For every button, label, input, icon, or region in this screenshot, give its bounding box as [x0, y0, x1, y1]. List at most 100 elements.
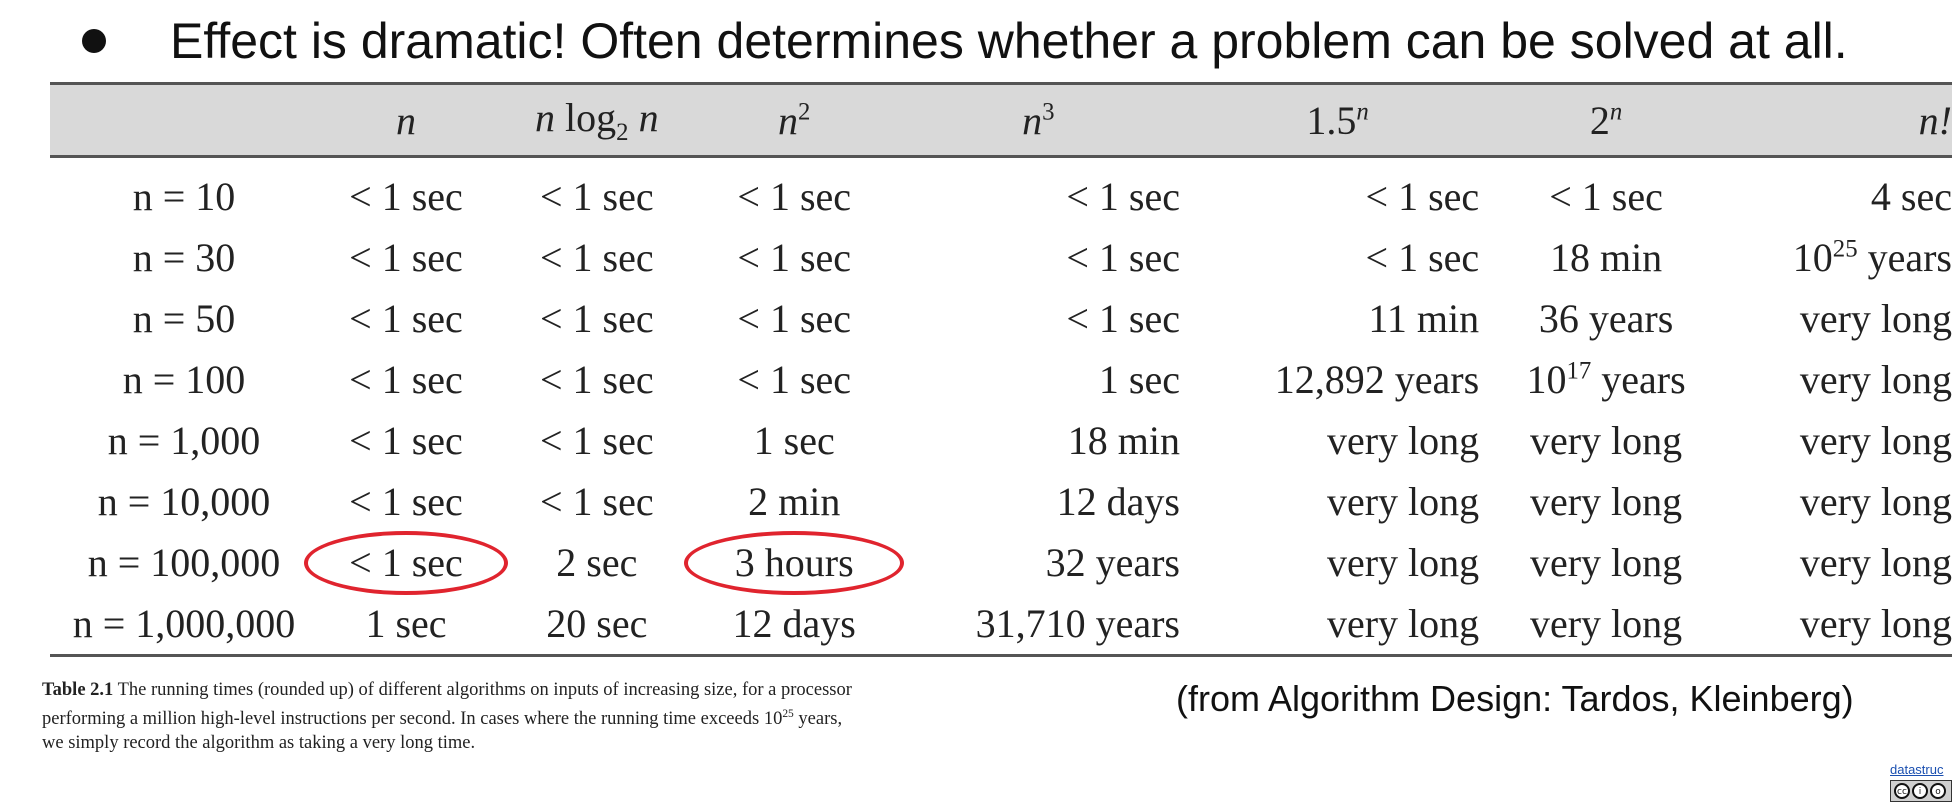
exp2-unit: years: [1591, 357, 1686, 402]
row-label: n = 10: [132, 174, 236, 219]
cell-factorial: 4 sec: [1870, 174, 1952, 219]
cell-n-text: < 1 sec: [349, 540, 463, 585]
header-1-5-exp: n: [1356, 98, 1369, 126]
cell-n3: 12 days: [1056, 479, 1180, 524]
cell-2n: very long: [1529, 540, 1683, 585]
row-label: n = 10,000: [97, 479, 271, 524]
cell-n2-text: 3 hours: [734, 540, 854, 585]
header-n-text: n: [395, 97, 416, 143]
cell-n2: 2 min: [748, 479, 841, 524]
table-header-row: n n log2 n n2 n3 1.5n 2n: [50, 82, 1952, 158]
cell-n-highlighted: < 1 sec: [303, 530, 508, 595]
row-label: n = 1,000: [107, 418, 261, 463]
fact-exp: 25: [1832, 235, 1858, 263]
cell-n2: < 1 sec: [737, 235, 852, 280]
table-row: n = 1,000 < 1 sec < 1 sec 1 sec 18 min v…: [50, 410, 1952, 471]
table-row: n = 10 < 1 sec < 1 sec < 1 sec < 1 sec <…: [50, 157, 1952, 228]
header-2-exp: n: [1609, 98, 1623, 126]
exp2-base: 10: [1526, 357, 1567, 402]
cell-2n: < 1 sec: [1549, 174, 1663, 219]
caption-text-2: years, we simply record the algorithm as…: [42, 709, 843, 754]
cell-n3: 31,710 years: [888, 593, 1188, 657]
cell-2n: very long: [1487, 593, 1725, 657]
header-nlogn-base: 2: [616, 118, 629, 146]
cell-factorial: 1025 years: [1725, 227, 1952, 288]
footer-link[interactable]: datastruc: [1890, 762, 1944, 777]
exp2-exp: 17: [1566, 357, 1592, 385]
table-row: n = 10,000 < 1 sec < 1 sec 2 min 12 days…: [50, 471, 1952, 532]
cell-factorial: very long: [1799, 296, 1952, 341]
header-fact-text: n!: [1918, 97, 1952, 143]
cell-nlogn: < 1 sec: [539, 235, 654, 280]
header-factorial: n!: [1724, 82, 1952, 158]
cell-n2: 1 sec: [753, 418, 835, 463]
creative-commons-license-icon: cc i o: [1890, 780, 1952, 802]
header-2-base: 2: [1589, 97, 1610, 143]
cell-1-5n: 11 min: [1368, 296, 1480, 341]
table-row: n = 100,000 < 1 sec 2 sec 3 hours 32 yea…: [50, 530, 1952, 595]
cell-n2: < 1 sec: [737, 296, 852, 341]
cell-1-5n: 12,892 years: [1274, 357, 1480, 402]
caption-exp-base: 10: [763, 709, 783, 730]
cell-n: 1 sec: [318, 593, 494, 657]
cell-1-5n: very long: [1326, 479, 1480, 524]
cell-1-5n: very long: [1326, 418, 1480, 463]
header-n3-base: n: [1022, 97, 1043, 143]
cell-factorial: very long: [1799, 540, 1952, 585]
cell-factorial: very long: [1724, 593, 1952, 657]
header-empty: [50, 82, 318, 158]
table-row: n = 1,000,000 1 sec 20 sec 12 days 31,71…: [50, 593, 1952, 657]
share-alike-icon: o: [1930, 783, 1946, 799]
bullet-line: Effect is dramatic! Often determines whe…: [82, 6, 1942, 76]
running-times-table-container: n n log2 n n2 n3 1.5n 2n: [50, 82, 1952, 657]
cell-nlogn: 20 sec: [493, 593, 700, 657]
header-2-pow-n: 2n: [1487, 82, 1725, 158]
table-row: n = 50 < 1 sec < 1 sec < 1 sec < 1 sec 1…: [50, 288, 1952, 349]
header-1-5-base: 1.5: [1306, 97, 1357, 143]
caption-text-1: The running times (rounded up) of differ…: [42, 680, 852, 730]
cell-2n: very long: [1529, 479, 1683, 524]
header-n-cubed: n3: [888, 82, 1188, 158]
row-label: n = 100: [122, 357, 246, 402]
cell-n3: 32 years: [1045, 540, 1180, 585]
header-1-5-pow-n: 1.5n: [1187, 82, 1488, 158]
caption-label: Table 2.1: [42, 680, 114, 700]
cell-nlogn: < 1 sec: [539, 174, 654, 219]
header-nlogn-n: n: [535, 94, 556, 140]
cell-n3: 18 min: [1067, 418, 1180, 463]
cell-n: < 1 sec: [349, 235, 463, 280]
cell-n: < 1 sec: [349, 174, 463, 219]
header-n2-base: n: [778, 97, 799, 143]
cell-n: < 1 sec: [349, 296, 463, 341]
cell-nlogn: 2 sec: [556, 540, 638, 585]
cell-nlogn: < 1 sec: [539, 296, 654, 341]
cell-n3: < 1 sec: [1066, 174, 1180, 219]
cell-n2: < 1 sec: [737, 174, 852, 219]
row-label: n = 1,000,000: [50, 593, 318, 657]
attribution-icon: i: [1912, 783, 1928, 799]
cell-1-5n: < 1 sec: [1365, 235, 1480, 280]
table-caption: Table 2.1 The running times (rounded up)…: [42, 678, 862, 755]
cell-2n: 36 years: [1538, 296, 1674, 341]
fact-base: 10: [1792, 235, 1833, 280]
cell-n2-highlighted: 3 hours: [684, 530, 905, 595]
cell-n: < 1 sec: [349, 357, 463, 402]
cell-nlogn: < 1 sec: [539, 479, 654, 524]
row-label: n = 50: [132, 296, 236, 341]
caption-exp-power: 25: [782, 708, 794, 720]
source-citation: (from Algorithm Design: Tardos, Kleinber…: [1176, 678, 1854, 719]
row-label: n = 30: [132, 235, 236, 280]
header-n: n: [318, 82, 494, 158]
cell-n3: < 1 sec: [1066, 235, 1180, 280]
header-nlogn: n log2 n: [493, 82, 700, 158]
cell-n2: < 1 sec: [737, 357, 852, 402]
cell-n: < 1 sec: [349, 418, 463, 463]
table-row: n = 100 < 1 sec < 1 sec < 1 sec 1 sec 12…: [50, 349, 1952, 410]
cell-n3: 1 sec: [1098, 357, 1180, 402]
header-nlogn-log: log: [565, 94, 617, 140]
cell-2n: 18 min: [1549, 235, 1663, 280]
cell-1-5n: very long: [1187, 593, 1488, 657]
cell-n2: 12 days: [699, 593, 889, 657]
cell-factorial: very long: [1799, 418, 1952, 463]
cell-n: < 1 sec: [349, 479, 463, 524]
